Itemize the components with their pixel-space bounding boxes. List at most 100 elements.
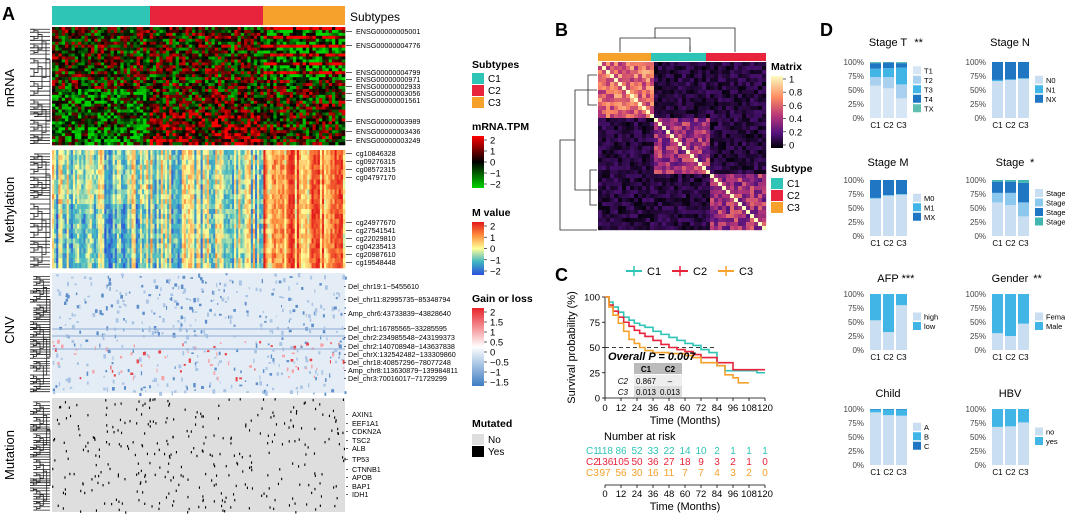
- mrna-cell: [91, 115, 95, 119]
- mrna-cell: [325, 97, 330, 102]
- mrna-cell: [65, 121, 69, 125]
- methylation-cell: [64, 213, 67, 220]
- mrna-cell: [182, 118, 186, 122]
- methylation-cell: [125, 248, 128, 254]
- methylation-cell: [108, 199, 111, 205]
- mrna-cell: [178, 94, 183, 99]
- mrna-cell: [338, 142, 343, 146]
- methylation-cell: [158, 169, 162, 175]
- mrna-cell: [152, 127, 157, 131]
- mrna-cell: [198, 97, 203, 102]
- mrna-cell: [107, 29, 111, 34]
- mrna-cell: [178, 121, 183, 125]
- methylation-cell: [62, 204, 65, 210]
- methylation-cell: [83, 194, 86, 200]
- methylation-cell: [66, 263, 70, 269]
- mrna-cell: [283, 38, 287, 43]
- methylation-cell: [139, 150, 143, 156]
- mrna-cell: [283, 80, 287, 84]
- mrna-cell: [117, 47, 121, 51]
- methylation-cell: [110, 263, 113, 269]
- mrna-cell: [120, 50, 124, 54]
- mrna-cell: [263, 59, 268, 63]
- methylation-cell: [79, 169, 82, 175]
- mrna-cell: [188, 50, 193, 54]
- methylation-cell: [144, 218, 147, 225]
- mrna-cell: [289, 86, 294, 90]
- mrna-cell: [305, 94, 310, 99]
- methylation-cell: [56, 154, 59, 161]
- methylation-cell: [87, 233, 90, 239]
- methylation-cell: [167, 253, 170, 259]
- mrna-cell: [136, 100, 141, 104]
- methylation-cell: [68, 184, 72, 190]
- mrna-cell: [289, 136, 294, 140]
- methylation-cell: [62, 233, 65, 239]
- mrna-cell: [331, 44, 336, 48]
- mrna-cell: [309, 74, 313, 78]
- mrna-cell: [104, 91, 108, 96]
- mrna-cell: [146, 139, 150, 143]
- mrna-cell: [58, 80, 63, 84]
- mrna-cell: [221, 103, 225, 107]
- mrna-cell: [110, 74, 115, 78]
- mrna-cell: [87, 74, 92, 78]
- mrna-cell: [65, 38, 69, 43]
- mrna-cell: [289, 88, 294, 93]
- mrna-cell: [185, 68, 190, 72]
- methylation-cell: [60, 228, 63, 234]
- methylation-cell: [131, 169, 134, 175]
- mrna-cell: [71, 68, 76, 72]
- mrna-cell: [270, 97, 274, 102]
- mrna-cell: [74, 91, 79, 96]
- methylation-cell: [112, 263, 116, 269]
- mrna-cell: [84, 59, 89, 63]
- mrna-cell: [185, 109, 190, 113]
- mrna-cell: [205, 100, 209, 104]
- mrna-cell: [234, 136, 238, 140]
- methylation-cell: [129, 164, 132, 170]
- methylation-cell: [98, 204, 101, 210]
- methylation-cell: [81, 243, 84, 249]
- methylation-cell: [125, 179, 128, 185]
- methylation-cell: [72, 184, 76, 190]
- mrna-cell: [283, 59, 287, 63]
- mrna-cell: [94, 71, 98, 75]
- methylation-cell: [112, 223, 116, 229]
- mrna-cell: [182, 109, 186, 113]
- mrna-cell: [169, 77, 173, 81]
- mrna-cell: [276, 59, 281, 63]
- methylation-cell: [64, 209, 67, 215]
- methylation-cell: [121, 258, 124, 264]
- mrna-cell: [81, 50, 85, 54]
- mrna-cell: [146, 94, 150, 99]
- methylation-cell: [60, 179, 63, 185]
- mrna-cell: [205, 139, 209, 143]
- mrna-cell: [182, 86, 186, 90]
- mrna-cell: [68, 44, 72, 48]
- mrna-cell: [335, 80, 339, 84]
- mrna-cell: [312, 88, 316, 93]
- mrna-cell: [221, 112, 225, 116]
- mrna-cell: [227, 130, 232, 134]
- mrna-cell: [78, 74, 82, 78]
- methylation-cell: [93, 253, 97, 259]
- mrna-cell: [130, 86, 134, 90]
- mrna-cell: [273, 127, 277, 131]
- mrna-cell: [211, 50, 216, 54]
- methylation-cell: [141, 223, 145, 229]
- mrna-cell: [309, 142, 313, 146]
- mrna-cell: [328, 142, 333, 146]
- mrna-cell: [78, 91, 82, 96]
- mrna-cell: [315, 94, 320, 99]
- mrna-cell: [55, 32, 59, 37]
- methylation-cell: [144, 263, 147, 269]
- methylation-cell: [160, 223, 164, 229]
- mrna-cell: [162, 94, 167, 99]
- methylation-cell: [64, 218, 67, 225]
- mrna-cell: [91, 86, 95, 90]
- methylation-cell: [83, 213, 86, 220]
- mrna-cell: [52, 100, 56, 104]
- mrna-cell: [240, 74, 245, 78]
- mrna-cell: [139, 94, 144, 99]
